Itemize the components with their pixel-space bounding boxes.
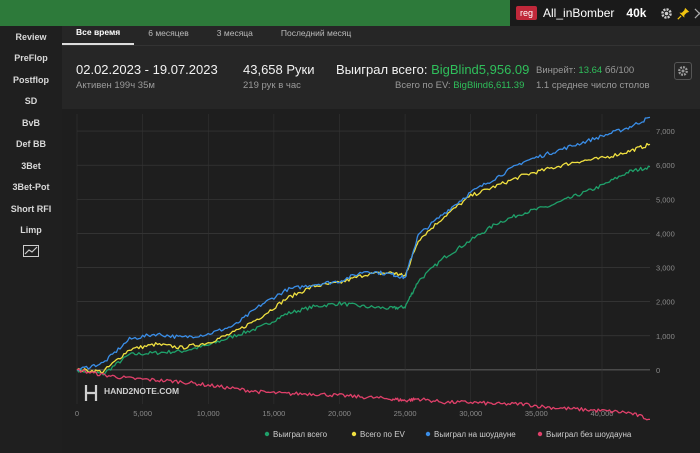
series-line	[76, 368, 650, 421]
sidebar-item-def-bb[interactable]: Def BB	[15, 139, 46, 150]
pin-icon[interactable]	[677, 4, 690, 22]
x-tick-label: 0	[75, 409, 79, 418]
x-tick-label: 10,000	[197, 409, 220, 418]
hand2note-logo-icon	[84, 385, 98, 401]
username[interactable]: All_inBomber	[543, 6, 615, 20]
ev-total: Всего по EV: BigBlind6,611.39	[395, 80, 524, 91]
tab-last-month[interactable]: Последний месяц	[280, 27, 352, 38]
legend-label: Выиграл всего	[273, 430, 328, 439]
y-tick-label: 4,000	[656, 229, 675, 238]
ev-total-value: BigBlind6,611.39	[453, 80, 525, 91]
x-tick-label: 25,000	[394, 409, 417, 418]
sidebar-item-preflop[interactable]: PreFlop	[14, 53, 48, 64]
x-tick-label: 30,000	[459, 409, 482, 418]
chart-background	[62, 109, 700, 453]
series-line	[76, 142, 651, 374]
winrate-value: 13.64	[578, 65, 603, 76]
legend-label: Выиграл на шоудауне	[434, 430, 516, 439]
y-tick-label: 0	[656, 366, 660, 375]
won-total-value: BigBlind5,956.09	[431, 62, 530, 77]
y-tick-label: 7,000	[656, 127, 675, 136]
gear-icon[interactable]	[660, 4, 673, 22]
x-tick-label: 40,000	[591, 409, 614, 418]
hands-count: 43,658 Руки	[243, 62, 315, 77]
date-range: 02.02.2023 - 19.07.2023	[76, 62, 218, 77]
hands-per-hour: 219 рук в час	[243, 80, 301, 91]
winrate-label: Винрейт:	[536, 65, 576, 76]
sidebar-item-postflop[interactable]: Postflop	[13, 74, 49, 85]
y-tick-label: 2,000	[656, 298, 675, 307]
tab-all-time[interactable]: Все время	[62, 25, 135, 45]
series-line	[76, 165, 651, 376]
sidebar-item-bvb[interactable]: BvB	[21, 117, 40, 128]
chart-settings-gear-icon[interactable]	[674, 62, 692, 80]
watermark-logo: HAND2NOTE.COM	[104, 386, 179, 396]
y-tick-label: 6,000	[656, 161, 675, 170]
profit-chart: 0 1,000 2,000 3,000 4,000 5,000 6,000 7,000 0 5,0…	[62, 109, 700, 453]
won-total: Выиграл всего: BigBlind5,956.09	[336, 62, 529, 77]
stats-summary: 02.02.2023 - 19.07.2023 Активен 199ч 35м…	[62, 62, 700, 96]
stake-label: 40k	[626, 6, 647, 20]
sidebar-item-3bet[interactable]: 3Bet	[21, 160, 41, 171]
sidebar-item-review[interactable]: Review	[15, 31, 47, 42]
legend-marker	[537, 431, 543, 437]
legend-label: Выиграл без шоудауна	[546, 430, 632, 439]
sidebar-item-sd[interactable]: SD	[24, 96, 38, 107]
legend-marker	[264, 431, 270, 437]
won-total-label: Выиграл всего:	[336, 62, 428, 77]
legend-marker	[351, 431, 357, 437]
avg-tables: 1.1 среднее число столов	[536, 80, 650, 91]
y-tick-label: 3,000	[656, 264, 675, 273]
close-icon[interactable]	[694, 4, 700, 22]
main-panel: Все время 6 месяцев 3 месяца Последний м…	[62, 26, 700, 453]
line-chart-icon[interactable]	[0, 245, 62, 257]
series-line	[76, 116, 651, 371]
legend-marker	[425, 431, 431, 437]
period-tabs: Все время 6 месяцев 3 месяца Последний м…	[62, 26, 700, 46]
sidebar-item-3bet-pot[interactable]: 3Bet-Pot	[12, 182, 50, 193]
x-tick-label: 20,000	[328, 409, 351, 418]
sidebar-item-limp[interactable]: Limp	[20, 225, 42, 236]
legend-label: Всего по EV	[360, 430, 406, 439]
x-tick-label: 15,000	[262, 409, 285, 418]
winrate: Винрейт: 13.64 бб/100	[536, 65, 634, 76]
sidebar-item-short-rfi[interactable]: Short RFI	[10, 203, 52, 214]
x-tick-label: 35,000	[525, 409, 548, 418]
winrate-unit: бб/100	[604, 65, 635, 76]
ev-total-label: Всего по EV:	[395, 80, 451, 91]
reg-badge: reg	[516, 6, 538, 20]
active-time: Активен 199ч 35м	[76, 80, 155, 91]
top-bar: reg All_inBomber 40k	[0, 0, 700, 26]
sidebar: Review PreFlop Postflop SD BvB Def BB 3B…	[0, 26, 62, 453]
x-tick-label: 5,000	[133, 409, 152, 418]
tab-3-months[interactable]: 3 месяца	[216, 27, 253, 38]
y-tick-label: 1,000	[656, 332, 675, 341]
tab-6-months[interactable]: 6 месяцев	[148, 27, 189, 38]
user-box: reg All_inBomber 40k	[510, 0, 700, 26]
y-tick-label: 5,000	[656, 195, 675, 204]
